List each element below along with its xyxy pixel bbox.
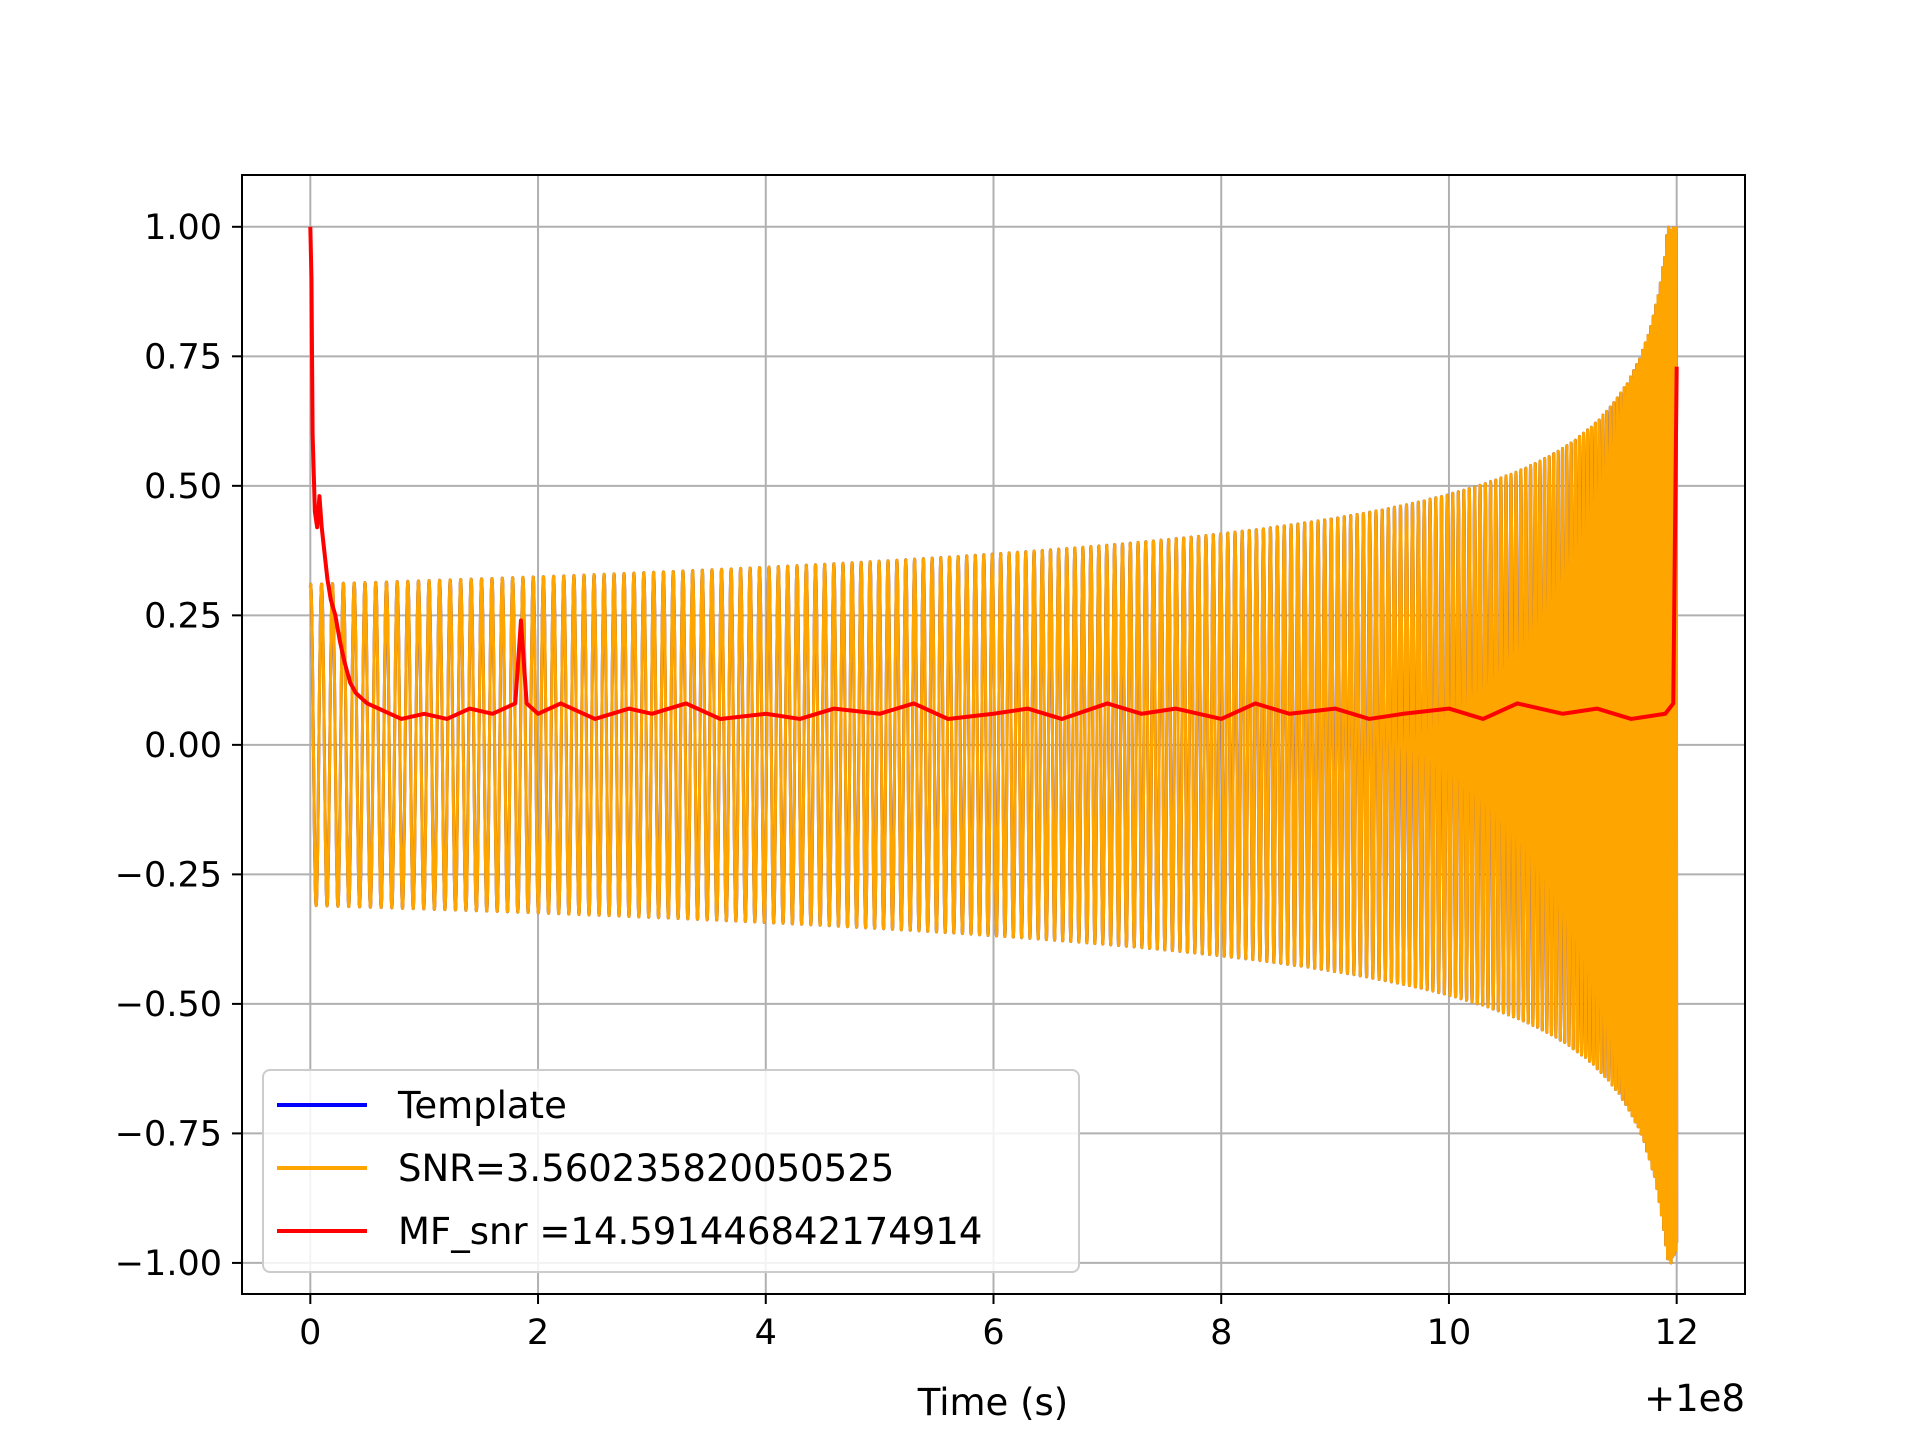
- legend-box: [262, 1069, 1080, 1273]
- y-tick-label: 0.00: [144, 726, 222, 766]
- y-axis: 1.00 0.75 0.50 0.25 0.00 −0.25 −0.50 −0.75 −1.00: [115, 208, 242, 1284]
- x-tick-label: 8: [1210, 1313, 1232, 1353]
- x-tick-label: 12: [1654, 1313, 1699, 1353]
- y-tick-label: −1.00: [115, 1244, 222, 1284]
- x-tick-label: 6: [982, 1313, 1004, 1353]
- legend: Template SNR=3.560235820050525 MF_snr =1…: [262, 1069, 1080, 1273]
- y-tick-label: 1.00: [144, 208, 222, 248]
- y-tick-label: 0.50: [144, 467, 222, 507]
- series-line-2: [308, 226, 1679, 721]
- legend-label-snr: SNR=3.560235820050525: [398, 1147, 894, 1190]
- x-tick-label: 10: [1427, 1313, 1472, 1353]
- y-tick-label: −0.25: [115, 855, 222, 895]
- legend-label-template: Template: [397, 1084, 567, 1127]
- series-layer: [308, 225, 1679, 1265]
- y-tick-label: 0.75: [144, 337, 222, 377]
- y-tick-label: 0.25: [144, 596, 222, 636]
- legend-label-mf-snr: MF_snr =14.591446842174914: [398, 1210, 982, 1253]
- x-axis-label: Time (s): [917, 1381, 1068, 1424]
- y-tick-label: −0.50: [115, 985, 222, 1025]
- x-tick-label: 4: [755, 1313, 777, 1353]
- x-offset-label: +1e8: [1644, 1377, 1745, 1420]
- series-line-1: [308, 225, 1679, 1265]
- x-tick-label: 2: [527, 1313, 549, 1353]
- y-tick-label: −0.75: [115, 1114, 222, 1154]
- x-axis: 0 2 4 6 8 10 12: [299, 1294, 1699, 1353]
- x-tick-label: 0: [299, 1313, 321, 1353]
